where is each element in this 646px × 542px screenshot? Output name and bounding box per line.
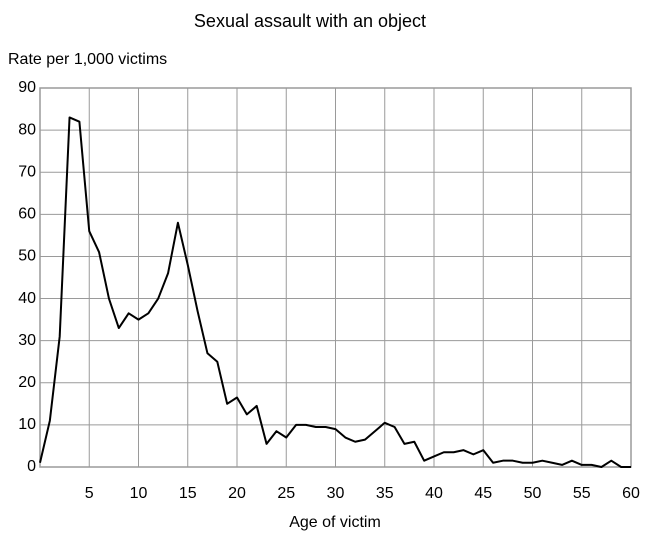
x-axis-label: Age of victim: [289, 514, 381, 531]
y-tick-label: 10: [18, 416, 36, 433]
y-tick-label: 30: [18, 332, 36, 349]
x-tick-label: 5: [85, 485, 94, 502]
y-axis-label: Rate per 1,000 victims: [8, 51, 167, 68]
x-tick-label: 20: [228, 485, 246, 502]
y-tick-label: 0: [27, 458, 36, 475]
y-tick-label: 40: [18, 290, 36, 307]
x-tick-label: 50: [524, 485, 542, 502]
x-tick-label: 10: [130, 485, 148, 502]
x-tick-label: 15: [179, 485, 197, 502]
y-tick-label: 50: [18, 248, 36, 265]
x-tick-label: 35: [376, 485, 394, 502]
y-tick-label: 70: [18, 163, 36, 180]
y-tick-label: 80: [18, 121, 36, 138]
chart-title: Sexual assault with an object: [194, 11, 426, 31]
x-tick-label: 55: [573, 485, 591, 502]
x-tick-label: 30: [327, 485, 345, 502]
x-tick-label: 60: [622, 485, 640, 502]
y-tick-label: 20: [18, 374, 36, 391]
y-tick-label: 90: [18, 79, 36, 96]
data-line: [39, 116, 631, 468]
y-tick-label: 60: [18, 206, 36, 223]
x-tick-label: 45: [474, 485, 492, 502]
x-tick-label: 25: [277, 485, 295, 502]
x-tick-label: 40: [425, 485, 443, 502]
